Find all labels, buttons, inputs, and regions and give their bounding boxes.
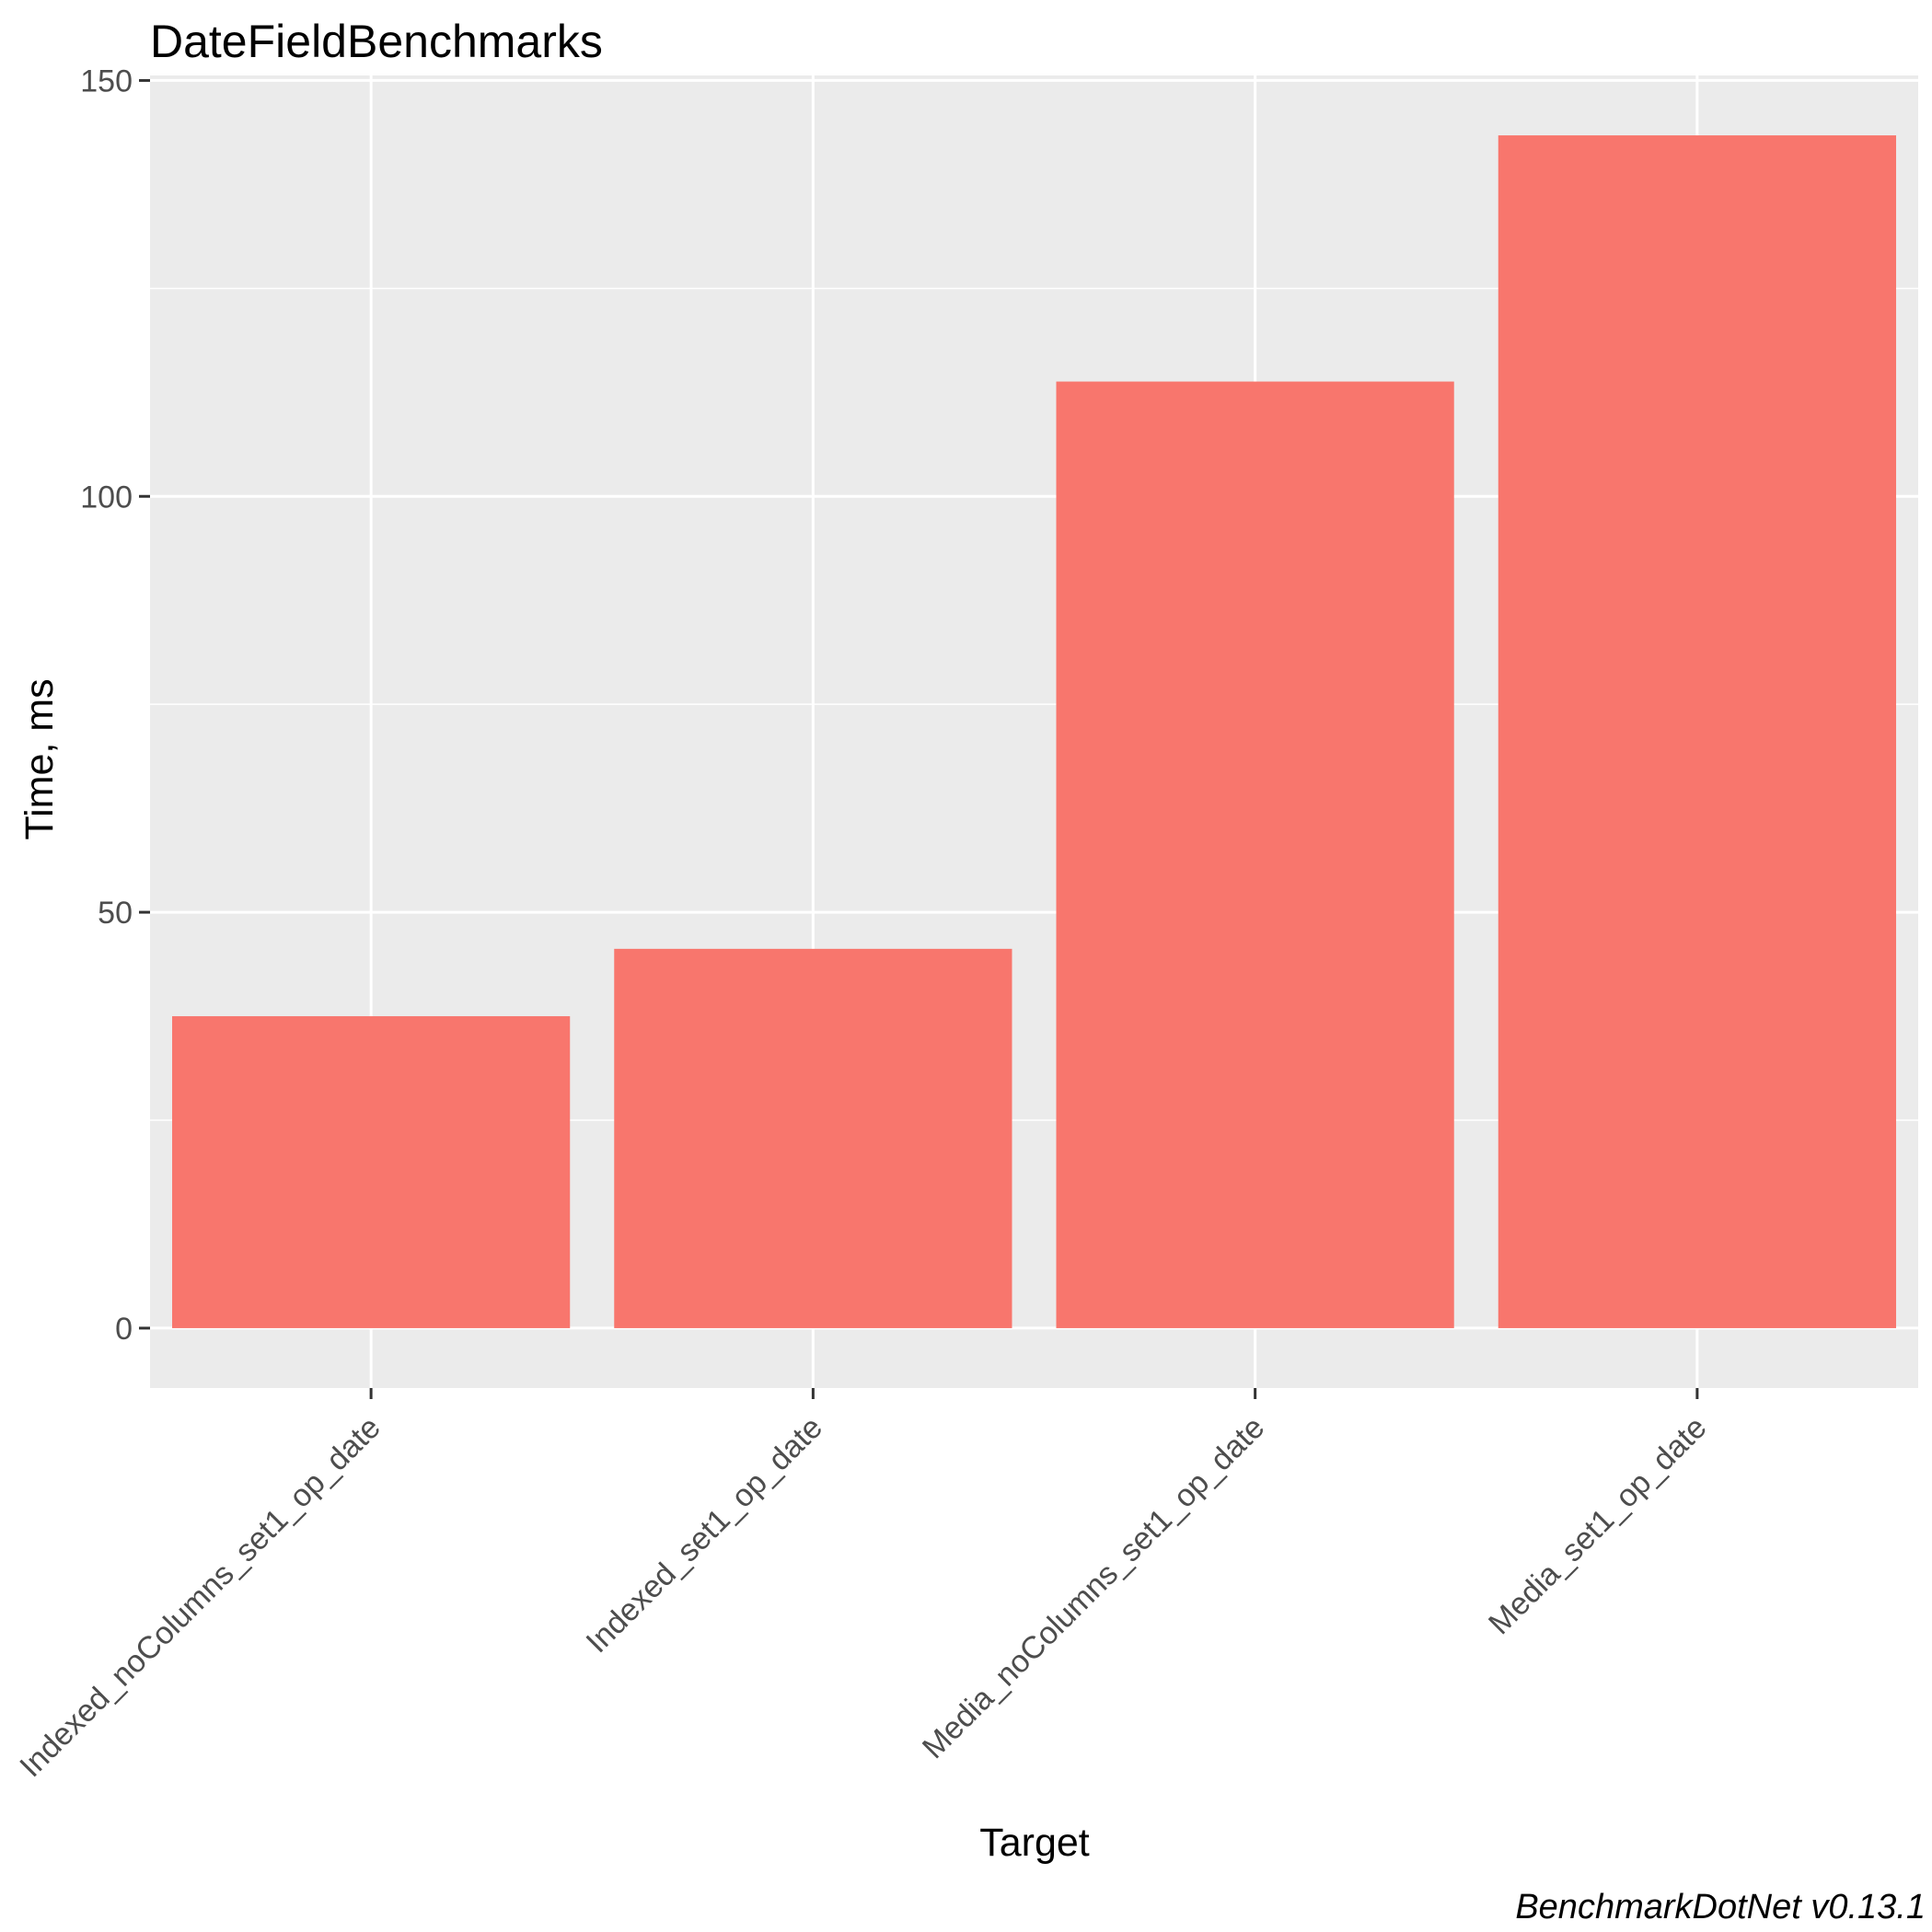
x-tick-label: Indexed_noColumns_set1_op_date: [13, 1410, 387, 1784]
y-axis-title: Time, ms: [17, 678, 62, 839]
bar: [614, 948, 1012, 1328]
y-tick-label: 100: [80, 480, 133, 515]
bar: [1056, 381, 1454, 1328]
chart-title: DateFieldBenchmarks: [150, 16, 603, 67]
x-tick-label: Media_noColumns_set1_op_date: [916, 1410, 1271, 1765]
bar: [1498, 135, 1896, 1328]
y-tick-label: 0: [115, 1312, 133, 1347]
y-axis: 0 50 100 150: [80, 64, 150, 1347]
x-tick-label: Media_set1_op_date: [1482, 1410, 1713, 1641]
x-axis-title: Target: [979, 1821, 1090, 1865]
y-tick-label: 150: [80, 64, 133, 98]
x-tick-label: Indexed_set1_op_date: [580, 1410, 830, 1660]
y-tick-label: 50: [98, 896, 133, 931]
chart-caption: BenchmarkDotNet v0.13.1: [1515, 1888, 1926, 1926]
bar: [172, 1016, 571, 1328]
bars-group: [172, 135, 1896, 1328]
x-axis: Indexed_noColumns_set1_op_date Indexed_se…: [13, 1388, 1714, 1784]
